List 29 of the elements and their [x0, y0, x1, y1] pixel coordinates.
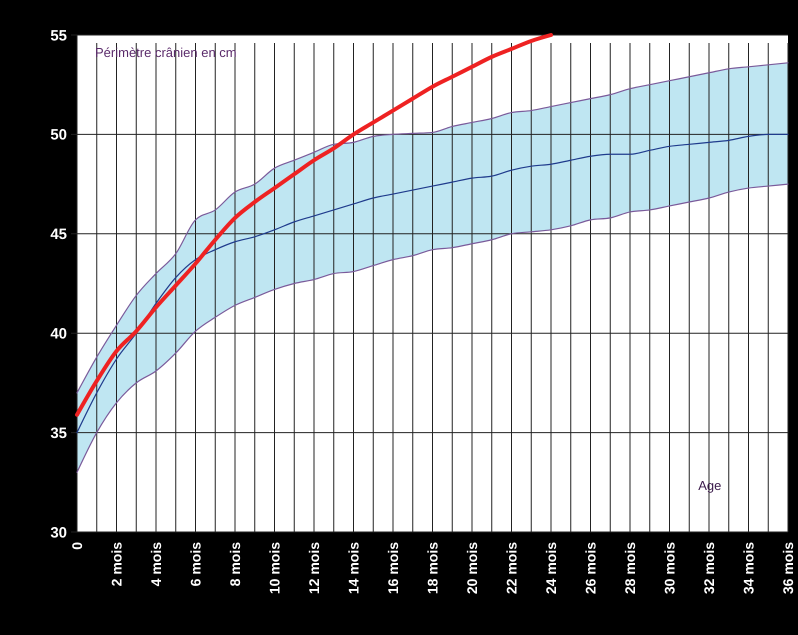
- x-tick-label: 34 mois: [740, 542, 756, 594]
- x-tick-label: 22 mois: [504, 542, 520, 594]
- x-tick-label: 16 mois: [385, 542, 401, 594]
- x-tick-label: 0: [69, 542, 85, 550]
- x-tick-label: 26 mois: [582, 542, 598, 594]
- x-tick-label: 36 mois: [780, 542, 796, 594]
- x-tick-label: 24 mois: [543, 542, 559, 594]
- x-tick-label: 6 mois: [188, 542, 204, 586]
- y-tick-label: 45: [50, 226, 67, 244]
- x-tick-label: 30 mois: [662, 542, 678, 594]
- line-series: [76, 62, 789, 394]
- line-series: [76, 134, 789, 434]
- y-tick-label: 30: [50, 524, 67, 542]
- x-tick-label: 20 mois: [464, 542, 480, 594]
- x-tick-label: 28 mois: [622, 542, 638, 594]
- y-tick-label: 40: [50, 325, 67, 342]
- x-tick-label: 18 mois: [424, 542, 440, 594]
- line-series: [76, 184, 789, 473]
- x-tick-label: 8 mois: [227, 542, 243, 586]
- y-tick-label: 50: [50, 126, 67, 144]
- x-tick-label: 10 mois: [266, 542, 282, 594]
- y-tick-label: 55: [50, 27, 67, 44]
- x-tick-label: 2 mois: [108, 542, 124, 586]
- x-tick-label: 14 mois: [346, 542, 362, 594]
- x-tick-label: 32 mois: [701, 542, 717, 594]
- x-tick-label: 4 mois: [148, 542, 164, 586]
- line-series: [75, 33, 553, 417]
- x-tick-label: 12 mois: [306, 542, 322, 594]
- y-tick-label: 35: [50, 424, 67, 442]
